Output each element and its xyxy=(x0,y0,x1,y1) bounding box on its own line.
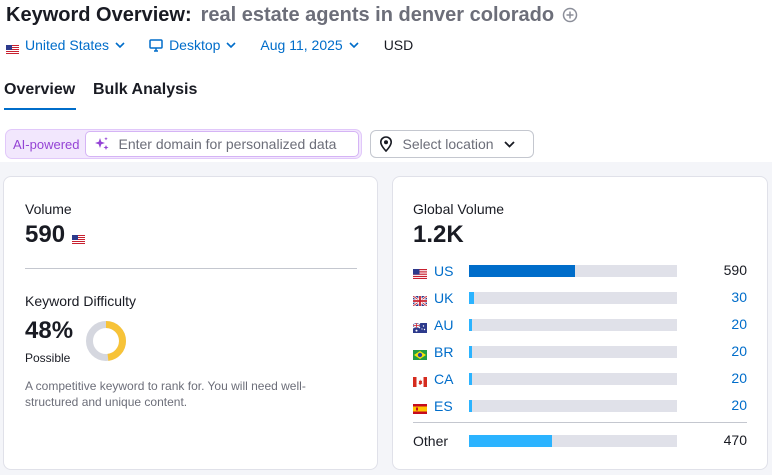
country-code[interactable]: BR xyxy=(434,344,454,360)
keyword-difficulty-value: 48% xyxy=(25,317,74,344)
volume-value: 590 xyxy=(25,221,66,248)
difficulty-donut-arc xyxy=(86,321,126,361)
active-tab-indicator xyxy=(4,108,76,110)
volume-bar-fill xyxy=(469,373,473,385)
global-volume-value: 1.2K xyxy=(413,221,464,248)
country-row-us: US 590 xyxy=(413,262,747,280)
volume-bar-fill xyxy=(469,292,475,304)
other-volume: 470 xyxy=(723,432,747,448)
global-volume-card: Global Volume 1.2K US 590 UK 30 AU 20 BR… xyxy=(392,176,768,470)
es-flag-icon xyxy=(413,401,427,414)
domain-input[interactable] xyxy=(118,136,359,152)
volume-bar xyxy=(469,400,677,412)
page-header: Keyword Overview: real estate agents in … xyxy=(0,0,772,162)
ai-domain-box: AI-powered xyxy=(5,129,363,159)
sparkle-icon xyxy=(94,136,110,152)
difficulty-donut xyxy=(86,321,126,361)
chevron-down-icon xyxy=(226,42,236,48)
device-selector[interactable]: Desktop xyxy=(149,37,236,53)
country-volume[interactable]: 30 xyxy=(731,289,747,305)
global-volume-label: Global Volume xyxy=(413,201,505,217)
keyword-difficulty-label: Keyword Difficulty xyxy=(25,293,137,309)
au-flag-icon xyxy=(412,320,427,333)
us-flag-icon xyxy=(72,231,86,244)
keyword-difficulty-description: A competitive keyword to rank for. You w… xyxy=(25,379,306,409)
monitor-icon xyxy=(149,38,163,52)
us-flag-icon xyxy=(413,266,427,279)
page-title: Keyword Overview: xyxy=(6,3,192,26)
volume-bar-fill xyxy=(469,400,473,412)
plus-circle-icon[interactable] xyxy=(562,7,578,23)
country-row-uk: UK 30 xyxy=(412,289,747,307)
volume-bar-fill xyxy=(469,435,553,447)
country-row-ca: CA 20 xyxy=(413,370,747,388)
volume-row: 590 xyxy=(25,221,86,249)
country-volume[interactable]: 20 xyxy=(731,397,747,413)
title-row: Keyword Overview: real estate agents in … xyxy=(6,3,578,27)
country-code[interactable]: UK xyxy=(434,290,454,306)
chevron-down-icon xyxy=(115,42,125,48)
country-row-other: Other 470 xyxy=(413,432,747,450)
volume-label: Volume xyxy=(25,201,72,217)
other-label: Other xyxy=(413,433,449,449)
volume-bar-fill xyxy=(469,265,576,277)
volume-bar xyxy=(469,292,677,304)
country-volume: 590 xyxy=(723,262,747,278)
domain-input-wrapper[interactable] xyxy=(85,131,360,157)
device-selector-label: Desktop xyxy=(169,37,221,53)
volume-bar xyxy=(469,346,677,358)
volume-bar xyxy=(469,373,677,385)
keyword-title: real estate agents in denver colorado xyxy=(200,3,555,26)
location-select-placeholder: Select location xyxy=(402,136,494,152)
country-volume[interactable]: 20 xyxy=(731,316,747,332)
tab-bar: Overview Bulk Analysis xyxy=(0,72,772,112)
us-flag-icon xyxy=(6,41,19,54)
country-code[interactable]: US xyxy=(434,263,454,279)
country-row-br: BR 20 xyxy=(413,343,747,361)
chevron-down-icon xyxy=(503,140,515,148)
country-volume[interactable]: 20 xyxy=(731,343,747,359)
uk-flag-icon xyxy=(412,293,428,307)
volume-bar-fill xyxy=(469,319,473,331)
ai-powered-badge: AI-powered xyxy=(13,136,80,152)
date-selector[interactable]: Aug 11, 2025 xyxy=(260,37,359,53)
personalization-row: AI-powered Select location xyxy=(5,129,535,159)
volume-bar-fill xyxy=(469,346,473,358)
filters-bar: United States Desktop Aug 11, 2025 USD xyxy=(6,36,413,54)
country-selector[interactable]: United States xyxy=(6,37,125,54)
country-row-es: ES 20 xyxy=(413,397,747,415)
currency-label: USD xyxy=(383,37,414,53)
location-select[interactable]: Select location xyxy=(370,130,535,158)
chevron-down-icon xyxy=(349,42,359,48)
volume-bar xyxy=(469,319,677,331)
keyword-difficulty-level: Possible xyxy=(25,351,71,365)
date-selector-label: Aug 11, 2025 xyxy=(260,37,343,53)
volume-bar xyxy=(469,435,677,447)
country-code[interactable]: AU xyxy=(434,317,454,333)
volume-bar xyxy=(469,265,677,277)
tab-bulk-analysis[interactable]: Bulk Analysis xyxy=(93,81,198,98)
volume-difficulty-card: Volume 590 Keyword Difficulty 48% Possib… xyxy=(3,176,378,470)
map-pin-icon xyxy=(379,136,393,152)
tab-overview[interactable]: Overview xyxy=(4,81,76,98)
country-code[interactable]: ES xyxy=(434,398,453,414)
card-divider xyxy=(25,268,357,269)
card-divider xyxy=(413,422,747,423)
country-row-au: AU 20 xyxy=(412,316,747,334)
br-flag-icon xyxy=(413,347,427,360)
country-volume[interactable]: 20 xyxy=(731,370,747,386)
country-code[interactable]: CA xyxy=(434,371,454,387)
ca-flag-icon xyxy=(413,374,427,387)
country-selector-label: United States xyxy=(25,37,110,53)
